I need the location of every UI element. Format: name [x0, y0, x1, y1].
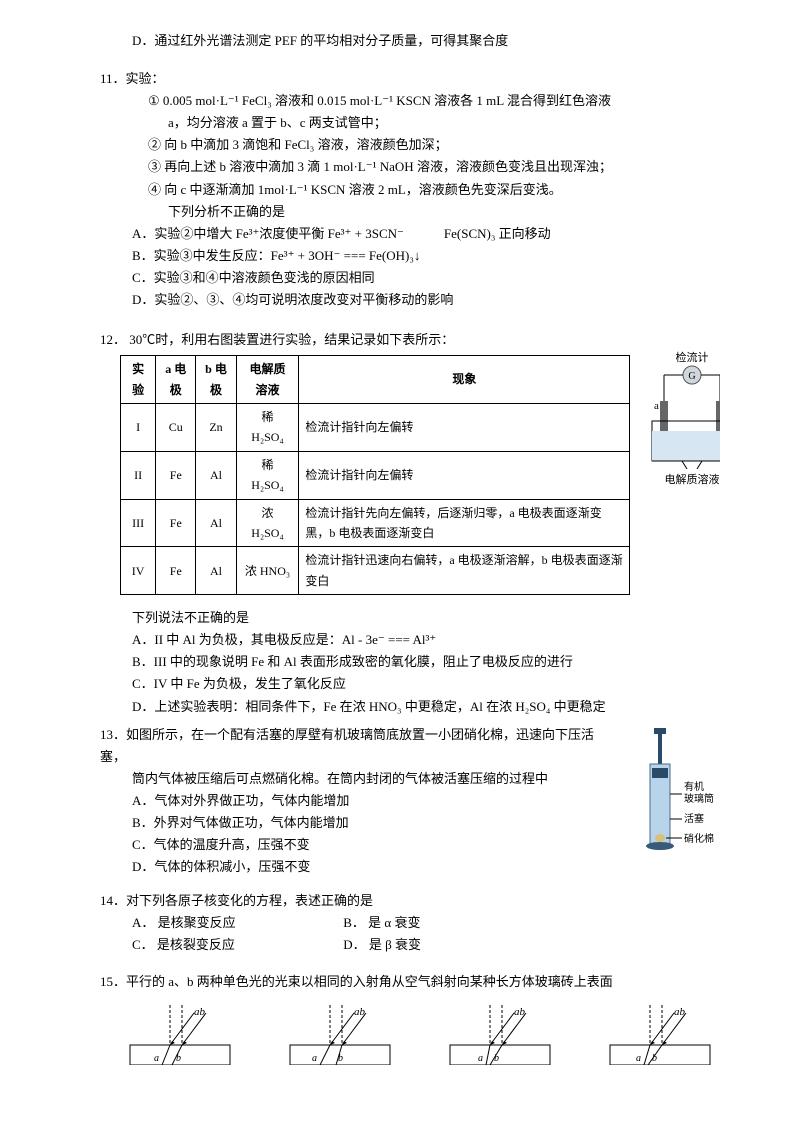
svg-text:a: a [636, 1053, 641, 1064]
cell: Zn [196, 404, 236, 452]
th-a: a 电极 [156, 356, 196, 404]
refraction-diagram-3: ab a b [440, 1005, 560, 1065]
q11-stem: 11．实验： [100, 68, 720, 90]
th-exp: 实验 [121, 356, 156, 404]
table-header-row: 实验 a 电极 b 电极 电解质溶液 现象 [121, 356, 630, 404]
cell: I [121, 404, 156, 452]
q11-line3: ③ 再向上述 b 溶液中滴加 3 滴 1 mol·L⁻¹ NaOH 溶液，溶液颜… [148, 156, 720, 178]
refraction-diagram-4: ab a b [600, 1005, 720, 1065]
cell: 检流计指针向左偏转 [299, 404, 630, 452]
cell: 稀 H₂SO₄ [236, 404, 299, 452]
q14-stem: 14．对下列各原子核变化的方程，表述正确的是 [100, 890, 720, 912]
q12-option-c: C．IV 中 Fe 为负极，发生了氧化反应 [132, 673, 720, 695]
cell: 检流计指针向左偏转 [299, 451, 630, 499]
q12-option-d: D．上述实验表明：相同条件下，Fe 在浓 HNO₃ 中更稳定，Al 在浓 H₂S… [132, 696, 720, 718]
q13-option-a: A．气体对外界做正功，气体内能增加 [132, 790, 618, 812]
cell: Al [196, 547, 236, 595]
table-row: III Fe Al 浓 H₂SO₄ 检流计指针先向左偏转，后逐渐归零，a 电极表… [121, 499, 630, 547]
q12-option-b: B．III 中的现象说明 Fe 和 Al 表面形成致密的氧化膜，阻止了电极反应的… [132, 651, 720, 673]
q11-a-pre: A．实验②中增大 Fe³⁺浓度使平衡 Fe³⁺ + 3SCN⁻ [132, 226, 404, 241]
q10-option-d: D．通过红外光谱法测定 PEF 的平均相对分子质量，可得其聚合度 [132, 30, 720, 52]
q14-option-a: A． 是核聚变反应 [132, 912, 312, 934]
q11-option-d: D．实验②、③、④均可说明浓度改变对平衡移动的影响 [132, 289, 720, 311]
q11-option-b: B．实验③中发生反应：Fe³⁺ + 3OH⁻ === Fe(OH)₃↓ [132, 245, 720, 267]
nitrocotton-label: 硝化棉 [684, 832, 714, 845]
svg-text:b: b [338, 1053, 343, 1064]
q12-stem: 12． 30℃时，利用右图装置进行实验，结果记录如下表所示： [100, 329, 720, 351]
q12-table: 实验 a 电极 b 电极 电解质溶液 现象 I Cu Zn 稀 H₂SO₄ 检流… [120, 355, 630, 595]
cell: IV [121, 547, 156, 595]
th-sol: 电解质溶液 [236, 356, 299, 404]
th-phen: 现象 [299, 356, 630, 404]
th-b: b 电极 [196, 356, 236, 404]
q14-option-b: B． 是 α 衰变 [343, 912, 420, 934]
galvanometer-label: 检流计 [676, 351, 709, 364]
cell: Al [196, 451, 236, 499]
cell: Fe [156, 547, 196, 595]
svg-text:b: b [494, 1053, 499, 1064]
q11-prompt: 下列分析不正确的是 [168, 201, 720, 223]
q13-option-d: D．气体的体积减小，压强不变 [132, 856, 618, 878]
cell: Al [196, 499, 236, 547]
q11-line2: ② 向 b 中滴加 3 滴饱和 FeCl₃ 溶液，溶液颜色加深； [148, 134, 720, 156]
q14-options-row2: C． 是核裂变反应 D． 是 β 衰变 [132, 934, 720, 956]
piston-tube-diagram: 有机 玻璃筒 活塞 硝化棉 [630, 724, 720, 864]
cell: 检流计指针迅速向右偏转，a 电极逐渐溶解，b 电极表面逐渐变白 [299, 547, 630, 595]
electrode-a-label: a [654, 400, 659, 412]
q15-stem: 15．平行的 a、b 两种单色光的光束以相同的入射角从空气斜射向某种长方体玻璃砖… [100, 971, 720, 993]
q14-option-d: D． 是 β 衰变 [343, 934, 421, 956]
q11-option-c: C．实验③和④中溶液颜色变浅的原因相同 [132, 267, 720, 289]
electrolyte-label: 电解质溶液 [665, 472, 720, 486]
q14-option-c: C． 是核裂变反应 [132, 934, 312, 956]
refraction-diagram-1: ab a b [120, 1005, 240, 1065]
galvanic-cell-diagram: 检流计 G a b 电解质溶液 [642, 351, 720, 501]
q11-line1a: ① 0.005 mol·L⁻¹ FeCl₃ 溶液和 0.015 mol·L⁻¹ … [148, 90, 720, 112]
cell: 检流计指针先向左偏转，后逐渐归零，a 电极表面逐渐变黑，b 电极表面逐渐变白 [299, 499, 630, 547]
cell: Cu [156, 404, 196, 452]
glass-tube-label1: 有机 [684, 780, 704, 793]
q12-option-a: A．II 中 Al 为负极，其电极反应是：Al - 3e⁻ === Al³⁺ [132, 629, 720, 651]
table-row: II Fe Al 稀 H₂SO₄ 检流计指针向左偏转 [121, 451, 630, 499]
q11-line1b: a，均分溶液 a 置于 b、c 两支试管中； [168, 112, 720, 134]
cell: 稀 H₂SO₄ [236, 451, 299, 499]
cell: III [121, 499, 156, 547]
q13-option-c: C．气体的温度升高，压强不变 [132, 834, 618, 856]
svg-text:G: G [689, 371, 696, 382]
cell: II [121, 451, 156, 499]
svg-text:b: b [652, 1053, 657, 1064]
q14-options-row1: A． 是核聚变反应 B． 是 α 衰变 [132, 912, 720, 934]
glass-tube-label2: 玻璃筒 [684, 792, 714, 805]
q13-stem: 13．如图所示，在一个配有活塞的厚壁有机玻璃筒底放置一小团硝化棉，迅速向下压活塞… [100, 724, 618, 768]
piston-label: 活塞 [684, 812, 704, 825]
q11-a-post: Fe(SCN)₃ 正向移动 [444, 226, 551, 241]
refraction-diagram-2: ab a b [280, 1005, 400, 1065]
cell: 浓 H₂SO₄ [236, 499, 299, 547]
table-row: I Cu Zn 稀 H₂SO₄ 检流计指针向左偏转 [121, 404, 630, 452]
cell: Fe [156, 451, 196, 499]
svg-text:a: a [312, 1053, 317, 1064]
table-row: IV Fe Al 浓 HNO₃ 检流计指针迅速向右偏转，a 电极逐渐溶解，b 电… [121, 547, 630, 595]
cell: 浓 HNO₃ [236, 547, 299, 595]
q11-line4: ④ 向 c 中逐渐滴加 1mol·L⁻¹ KSCN 溶液 2 mL，溶液颜色先变… [148, 179, 720, 201]
q13-option-b: B．外界对气体做正功，气体内能增加 [132, 812, 618, 834]
q13-stem2: 筒内气体被压缩后可点燃硝化棉。在筒内封闭的气体被活塞压缩的过程中 [132, 768, 618, 790]
svg-text:a: a [478, 1053, 483, 1064]
q11-option-a: A．实验②中增大 Fe³⁺浓度使平衡 Fe³⁺ + 3SCN⁻ Fe(SCN)₃ … [132, 223, 720, 245]
q12-prompt: 下列说法不正确的是 [132, 607, 720, 629]
svg-text:a: a [154, 1053, 159, 1064]
q15-diagram-row: ab a b ab a b ab a b [120, 1005, 720, 1065]
svg-text:b: b [176, 1053, 181, 1064]
cell: Fe [156, 499, 196, 547]
